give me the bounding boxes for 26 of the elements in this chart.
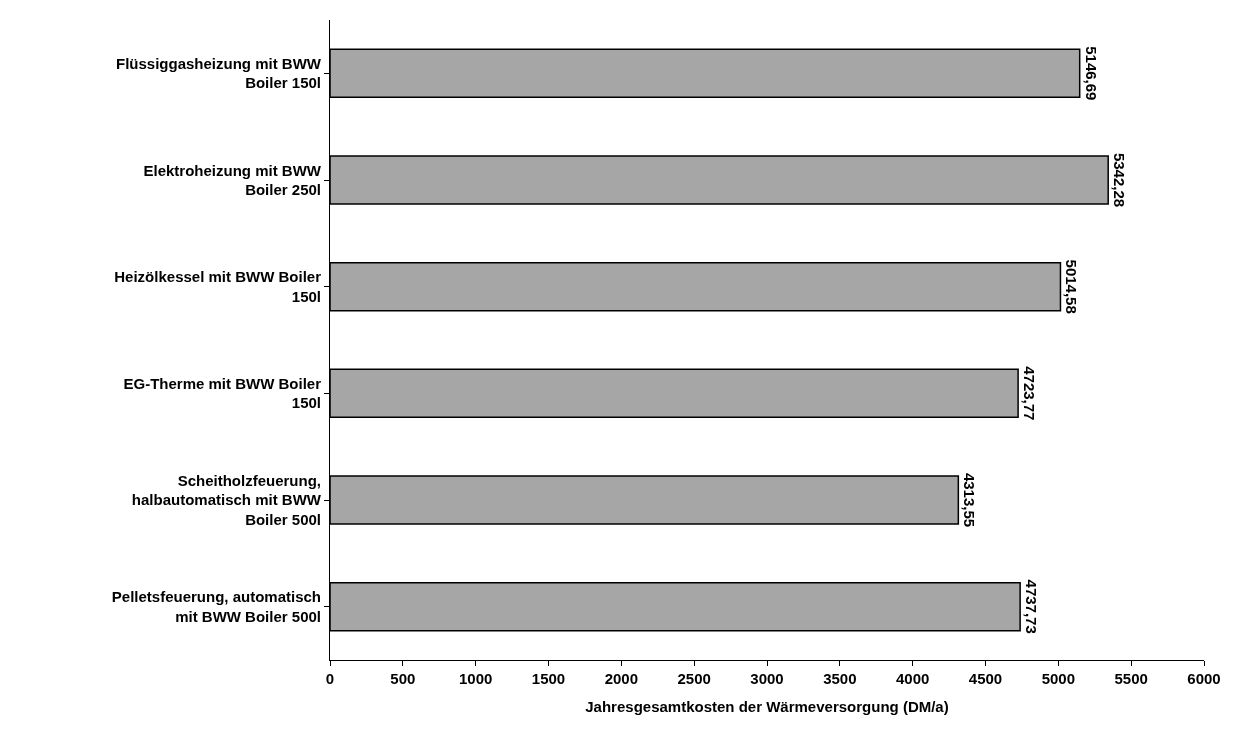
y-tick-label: Scheitholzfeuerung, halbautomatisch mit BWW Boiler 500l — [131, 471, 322, 528]
x-tick-label: 3500 — [823, 670, 857, 687]
x-tick-label: 4000 — [895, 670, 930, 687]
x-tick-label: 2500 — [677, 670, 711, 687]
data-label: 4313,55 — [961, 472, 979, 528]
y-tick-label: Elektroheizung mit BWW Boiler 250l — [143, 161, 322, 198]
data-label: 5342,28 — [1111, 152, 1129, 208]
x-tick-label: 6000 — [1187, 670, 1221, 687]
x-tick-label: 5500 — [1114, 670, 1148, 687]
x-tick-label: 0 — [325, 670, 335, 687]
y-tick-label: EG-Therme mit BWW Boiler 150l — [123, 374, 322, 412]
x-tick-label: 500 — [390, 670, 416, 687]
data-label: 5146,69 — [1082, 46, 1100, 101]
x-tick-label: 1000 — [458, 670, 493, 687]
data-label: 4723,77 — [1021, 366, 1039, 421]
x-tick-label: 4500 — [968, 670, 1003, 687]
data-label: 5014,58 — [1063, 259, 1081, 314]
y-tick-label: Heizölkessel mit BWW Boiler 150l — [114, 268, 322, 305]
x-tick-label: 5000 — [1041, 670, 1076, 687]
y-tick-label: Pelletsfeuerung, automatisch mit BWW Boiler 500l — [111, 588, 321, 625]
x-axis-title: Jahresgesamtkosten der Wärmeversorgung (DM/a) — [585, 698, 949, 715]
x-tick-label: 1500 — [531, 670, 566, 687]
x-tick-label: 3000 — [750, 670, 784, 687]
y-tick-label: Flüssiggasheizung mit BWW Boiler 150l — [116, 54, 322, 92]
x-tick-label: 2000 — [604, 670, 639, 687]
data-label: 4737,73 — [1023, 579, 1041, 634]
